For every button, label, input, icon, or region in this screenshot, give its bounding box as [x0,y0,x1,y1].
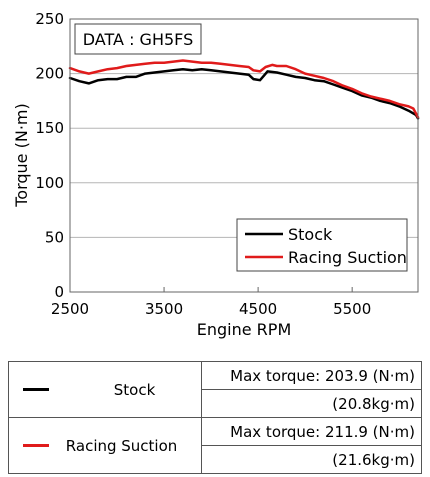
y-tick-label-250: 250 [35,10,64,28]
y-tick-label-0: 0 [54,283,64,301]
x-tick-label-5500: 5500 [333,300,371,318]
max-torque-racing-suction: Max torque: 211.9 (N·m) [201,417,422,446]
x-axis-label: Engine RPM [197,320,292,339]
legend-label-racing-suction: Racing Suction [288,248,407,267]
series-line-stock [68,67,420,120]
series-name-racing-suction: Racing Suction [65,436,178,455]
series-cell-racing-suction: Racing Suction [8,417,202,474]
y-tick-label-50: 50 [45,228,64,246]
max-torque-stock: Max torque: 203.9 (N·m) [201,361,422,390]
legend-label-stock: Stock [288,225,333,244]
torque-chart: 0 50 100 150 200 250 2500 3500 4500 5500 DATA : G… [12,10,420,339]
plot-frame [69,18,419,293]
line-swatch-racing-suction [23,444,49,448]
kgm-racing-suction: (21.6kg·m) [201,445,422,474]
table-row-racing-suction-kgm: (21.6kg·m) [9,445,422,474]
x-tick-label-4500: 4500 [239,300,277,318]
series-line-racing-suction [68,59,420,119]
table-row-racing-suction: Racing Suction Max torque: 211.9 (N·m) [8,417,422,474]
y-axis-label: Torque (N·m) [12,103,31,208]
data-badge-box [74,23,202,55]
legend: Stock Racing Suction [236,218,408,272]
series-name-stock: Stock [113,380,156,399]
data-badge-text: DATA : GH5FS [83,30,193,49]
y-tick-label-150: 150 [35,119,64,137]
series-cell-stock: Stock [8,361,202,418]
x-tick-label-2500: 2500 [51,300,89,318]
y-tick-label-200: 200 [35,65,64,83]
line-swatch-stock [23,388,49,392]
legend-box [236,218,408,272]
y-tick-label-100: 100 [35,174,64,192]
table-row-stock: Stock Max torque: 203.9 (N·m) [8,361,422,418]
tick-layer: 0 50 100 150 200 250 2500 3500 4500 5500 [35,10,371,318]
torque-summary-table: Stock Max torque: 203.9 (N·m) (20.8kg·m)… [8,361,422,474]
kgm-stock: (20.8kg·m) [201,389,422,418]
data-badge: DATA : GH5FS [74,23,202,55]
x-tick-label-3500: 3500 [145,300,183,318]
grid-layer [70,73,418,238]
series-layer [68,59,420,120]
